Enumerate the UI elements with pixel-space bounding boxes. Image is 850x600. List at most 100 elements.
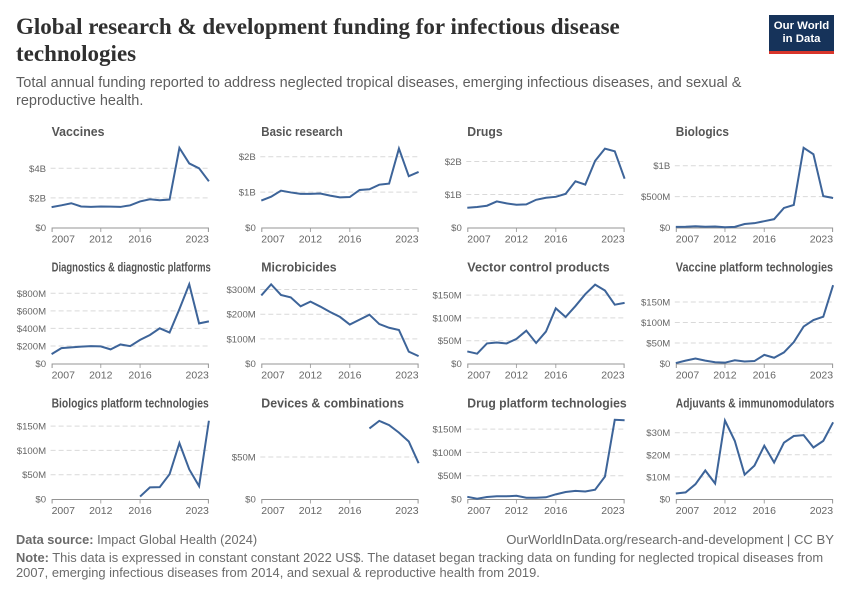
svg-text:$0: $0 xyxy=(245,495,256,506)
svg-text:Adjuvants & immunomodulators: Adjuvants & immunomodulators xyxy=(676,397,835,411)
svg-text:2012: 2012 xyxy=(505,370,529,382)
svg-text:2016: 2016 xyxy=(128,370,152,382)
svg-text:2007: 2007 xyxy=(261,505,285,517)
svg-text:2012: 2012 xyxy=(505,234,529,246)
svg-text:2016: 2016 xyxy=(544,370,568,382)
svg-text:$50M: $50M xyxy=(22,470,46,481)
svg-text:2007: 2007 xyxy=(467,234,491,246)
svg-text:2023: 2023 xyxy=(395,505,419,517)
svg-text:$50M: $50M xyxy=(438,336,462,347)
svg-text:$800M: $800M xyxy=(17,289,46,300)
svg-text:$0: $0 xyxy=(245,359,256,370)
svg-text:Drug platform technologies: Drug platform technologies xyxy=(467,397,626,411)
svg-text:$30M: $30M xyxy=(646,428,670,439)
svg-text:Diagnostics & diagnostic platf: Diagnostics & diagnostic platforms xyxy=(52,261,211,275)
svg-text:2016: 2016 xyxy=(128,505,152,517)
svg-text:2023: 2023 xyxy=(395,370,419,382)
svg-text:$2B: $2B xyxy=(29,193,46,204)
svg-text:$400M: $400M xyxy=(17,324,46,335)
svg-text:$50M: $50M xyxy=(232,453,256,464)
svg-text:$0: $0 xyxy=(245,223,256,234)
svg-text:$0: $0 xyxy=(660,359,671,370)
svg-text:2012: 2012 xyxy=(89,505,113,517)
svg-text:$50M: $50M xyxy=(438,471,462,482)
svg-text:Microbicides: Microbicides xyxy=(261,261,336,275)
svg-text:$4B: $4B xyxy=(29,164,46,175)
svg-text:2023: 2023 xyxy=(810,370,834,382)
svg-text:2007: 2007 xyxy=(261,370,285,382)
svg-text:2007: 2007 xyxy=(52,370,76,382)
svg-text:$150M: $150M xyxy=(641,298,670,309)
svg-text:2016: 2016 xyxy=(753,505,777,517)
svg-text:$2B: $2B xyxy=(445,157,462,168)
svg-text:Vaccines: Vaccines xyxy=(52,125,105,139)
svg-text:2023: 2023 xyxy=(601,234,625,246)
svg-text:2016: 2016 xyxy=(128,234,152,246)
svg-text:$1B: $1B xyxy=(239,188,256,199)
svg-text:$10M: $10M xyxy=(646,472,670,483)
svg-text:Devices & combinations: Devices & combinations xyxy=(261,397,404,411)
svg-text:2012: 2012 xyxy=(299,234,323,246)
svg-text:$1B: $1B xyxy=(653,161,670,172)
svg-text:2012: 2012 xyxy=(299,505,323,517)
svg-text:2023: 2023 xyxy=(601,370,625,382)
svg-text:$0: $0 xyxy=(660,495,671,506)
svg-text:2012: 2012 xyxy=(299,370,323,382)
svg-text:$100M: $100M xyxy=(17,446,46,457)
svg-text:2016: 2016 xyxy=(338,505,362,517)
svg-text:$100M: $100M xyxy=(432,313,461,324)
svg-text:$150M: $150M xyxy=(432,291,461,302)
svg-text:2007: 2007 xyxy=(261,234,285,246)
svg-text:2012: 2012 xyxy=(713,234,737,246)
svg-text:2007: 2007 xyxy=(676,234,700,246)
svg-text:$1B: $1B xyxy=(445,190,462,201)
svg-text:2016: 2016 xyxy=(753,234,777,246)
svg-text:$100M: $100M xyxy=(432,448,461,459)
svg-text:2012: 2012 xyxy=(713,505,737,517)
svg-text:2023: 2023 xyxy=(186,370,210,382)
svg-text:Biologics platform technologie: Biologics platform technologies xyxy=(52,397,209,411)
svg-text:2012: 2012 xyxy=(713,370,737,382)
svg-text:$0: $0 xyxy=(451,223,462,234)
svg-text:2016: 2016 xyxy=(338,370,362,382)
svg-text:$100M: $100M xyxy=(226,334,255,345)
svg-text:$0: $0 xyxy=(35,359,46,370)
svg-text:$150M: $150M xyxy=(432,425,461,436)
svg-text:2023: 2023 xyxy=(810,505,834,517)
svg-text:2016: 2016 xyxy=(338,234,362,246)
svg-text:$2B: $2B xyxy=(239,152,256,163)
svg-text:$200M: $200M xyxy=(226,310,255,321)
svg-text:$500M: $500M xyxy=(641,192,670,203)
svg-text:Basic research: Basic research xyxy=(261,125,343,139)
svg-text:2007: 2007 xyxy=(467,505,491,517)
svg-text:2012: 2012 xyxy=(89,370,113,382)
svg-text:2016: 2016 xyxy=(753,370,777,382)
svg-text:2023: 2023 xyxy=(186,505,210,517)
svg-text:$300M: $300M xyxy=(226,285,255,296)
svg-text:2023: 2023 xyxy=(810,234,834,246)
svg-text:Vector control products: Vector control products xyxy=(467,261,609,275)
svg-text:$0: $0 xyxy=(35,495,46,506)
svg-text:$20M: $20M xyxy=(646,450,670,461)
svg-text:2023: 2023 xyxy=(395,234,419,246)
svg-text:2016: 2016 xyxy=(544,234,568,246)
svg-text:$0: $0 xyxy=(660,223,671,234)
svg-text:2007: 2007 xyxy=(676,505,700,517)
svg-text:Biologics: Biologics xyxy=(676,125,729,139)
svg-text:Vaccine platform technologies: Vaccine platform technologies xyxy=(676,261,833,275)
svg-text:$600M: $600M xyxy=(17,306,46,317)
svg-text:2007: 2007 xyxy=(467,370,491,382)
svg-text:$0: $0 xyxy=(451,495,462,506)
svg-text:2007: 2007 xyxy=(52,505,76,517)
svg-text:2016: 2016 xyxy=(544,505,568,517)
svg-text:2023: 2023 xyxy=(186,234,210,246)
svg-text:$50M: $50M xyxy=(646,339,670,350)
svg-text:Drugs: Drugs xyxy=(467,125,502,139)
svg-text:2007: 2007 xyxy=(52,234,76,246)
svg-text:2023: 2023 xyxy=(601,505,625,517)
svg-text:2012: 2012 xyxy=(505,505,529,517)
svg-text:$200M: $200M xyxy=(17,341,46,352)
svg-text:$0: $0 xyxy=(451,359,462,370)
svg-text:$0: $0 xyxy=(35,223,46,234)
svg-text:$100M: $100M xyxy=(641,318,670,329)
